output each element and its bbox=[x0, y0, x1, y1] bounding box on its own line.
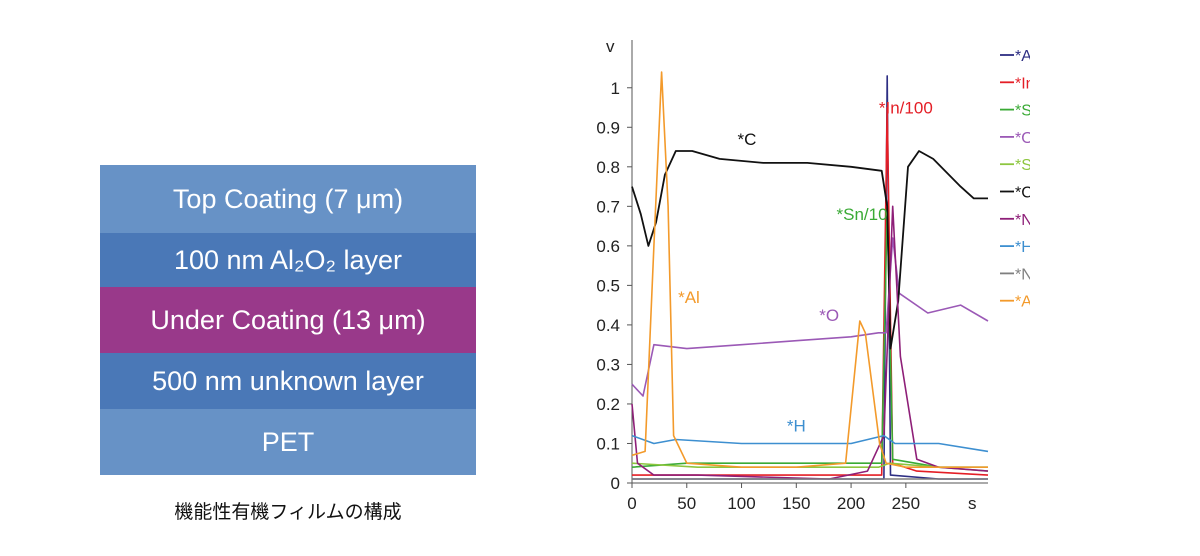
x-tick-label: 0 bbox=[627, 494, 636, 513]
series-annotation: *C bbox=[738, 130, 757, 149]
y-tick-label: 0.2 bbox=[596, 395, 620, 414]
legend-entry: *Na bbox=[1015, 266, 1030, 283]
layer-4: 500 nm unknown layer bbox=[100, 353, 476, 409]
series-line-6 bbox=[631, 150, 988, 350]
legend-entry: *In/100 bbox=[1015, 75, 1030, 92]
x-tick-label: 250 bbox=[892, 494, 920, 513]
layer-label: 100 nm Al₂O₂ layer bbox=[173, 244, 403, 275]
series-line-8 bbox=[631, 434, 989, 453]
x-tick-label: 200 bbox=[837, 494, 865, 513]
series-line-2 bbox=[632, 106, 989, 476]
series-annotation: *H bbox=[787, 417, 806, 436]
legend-entry: *H bbox=[1015, 239, 1030, 256]
y-tick-label: 0.1 bbox=[596, 434, 620, 453]
x-tick-label: 50 bbox=[677, 494, 696, 513]
series-line-1 bbox=[632, 75, 988, 480]
series-annotation: *In/100 bbox=[879, 98, 933, 117]
y-tick-label: 0.9 bbox=[596, 118, 620, 137]
legend-entry: *Au/10 bbox=[1015, 48, 1030, 65]
y-tick-label: 0.8 bbox=[596, 158, 620, 177]
layer-label: PET bbox=[261, 426, 315, 457]
layer-2: 100 nm Al₂O₂ layer bbox=[100, 233, 476, 287]
legend-entry: *N bbox=[1015, 212, 1030, 229]
series-annotation: *Sn/10 bbox=[837, 205, 888, 224]
layer-5: PET bbox=[100, 409, 476, 475]
layer-1: Top Coating (7 μm) bbox=[100, 165, 476, 233]
y-tick-label: 1 bbox=[611, 79, 620, 98]
layer-label: 500 nm unknown layer bbox=[152, 365, 424, 396]
layer-label: Top Coating (7 μm) bbox=[172, 183, 404, 214]
x-tick-label: 150 bbox=[782, 494, 810, 513]
layer-stack-diagram: Top Coating (7 μm) 100 nm Al₂O₂ layer Unde… bbox=[100, 165, 476, 475]
y-tick-label: 0.3 bbox=[596, 355, 620, 374]
y-tick-label: 0 bbox=[611, 474, 620, 493]
y-tick-label: 0.4 bbox=[596, 316, 620, 335]
y-axis-label: v bbox=[606, 37, 615, 56]
y-tick-label: 0.5 bbox=[596, 276, 620, 295]
legend-entry: *Sn/10 bbox=[1015, 103, 1030, 120]
x-tick-label: 100 bbox=[727, 494, 755, 513]
layer-3: Under Coating (13 μm) bbox=[100, 287, 476, 353]
legend-entry: *Si bbox=[1015, 157, 1030, 174]
series-line-3 bbox=[631, 205, 988, 469]
series-annotation: *O bbox=[819, 306, 839, 325]
legend-entry: *C bbox=[1015, 185, 1030, 202]
depth-profile-chart: 0 0.1 0.2 0.3 0.4 0.5 0.6 0.7 0.8 0.9 1 0 50 100 150 20… bbox=[596, 37, 1030, 513]
series-annotation: *Al bbox=[678, 288, 700, 307]
legend-entry: *Al bbox=[1015, 294, 1030, 311]
series-line-10 bbox=[631, 71, 988, 469]
y-tick-label: 0.6 bbox=[596, 237, 620, 256]
series-line-7 bbox=[631, 205, 989, 480]
series-line-4 bbox=[631, 237, 989, 397]
x-axis-label: s bbox=[968, 494, 977, 513]
legend-entry: *O bbox=[1015, 130, 1030, 147]
diagram-caption: 機能性有機フィルムの構成 bbox=[174, 501, 402, 523]
layer-label: Under Coating (13 μm) bbox=[150, 304, 426, 335]
y-tick-label: 0.7 bbox=[596, 197, 620, 216]
